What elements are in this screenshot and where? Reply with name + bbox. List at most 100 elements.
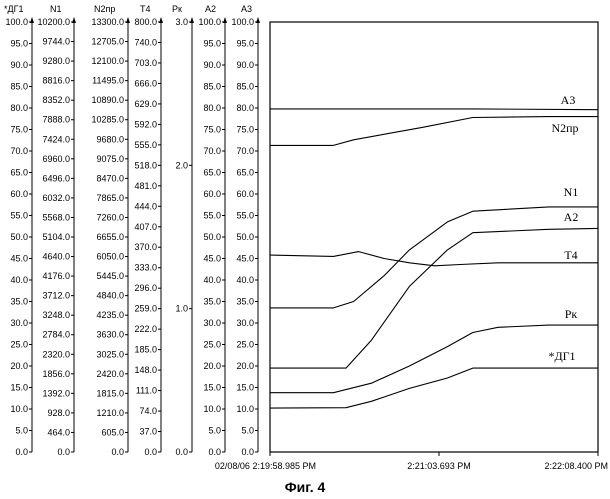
axis-tick-label: 25.0 (236, 340, 254, 350)
axis-tick-label: 40.0 (203, 275, 221, 285)
axis-tick-label: 703.0 (134, 58, 157, 68)
axis-tick-label: 60.0 (10, 189, 28, 199)
axis-tick-label: 13300.0 (91, 17, 124, 27)
axis-tick-label: 1815.0 (96, 388, 124, 398)
x-tick-label: 2:21:03.693 PM (407, 461, 471, 471)
series-line-t4 (269, 251, 598, 267)
axis-tick-label: 90.0 (10, 60, 28, 70)
axis-tick-label: 4640.0 (42, 252, 70, 262)
axis-tick-label: 6032.0 (42, 193, 70, 203)
axis-tick-label: 95.0 (10, 39, 28, 49)
axis-tick-label: 85.0 (10, 82, 28, 92)
axis-tick-label: 5.0 (241, 426, 254, 436)
axis-tick-label: 4176.0 (42, 271, 70, 281)
axis-tick-label: 60.0 (203, 189, 221, 199)
axis-tick-label: 8470.0 (96, 173, 124, 183)
x-axis: 02/08/06 2:19:58.985 PM 2:21:03.693 PM 2:2… (215, 452, 608, 471)
axis-tick-label: 4235.0 (96, 310, 124, 320)
axis-tick-label: 95.0 (203, 39, 221, 49)
axis-tick-label: 7888.0 (42, 115, 70, 125)
axis-tick-label: 9680.0 (96, 134, 124, 144)
axis-tick-label: 1392.0 (42, 388, 70, 398)
series-line-dg1 (269, 367, 598, 409)
axis-tick-label: 2.0 (175, 160, 188, 170)
axis-tick-label: 35.0 (236, 297, 254, 307)
axis-tick-label: 222.0 (134, 324, 157, 334)
axis-tick-label: 20.0 (203, 361, 221, 371)
axis-tick-label: 10890.0 (91, 95, 124, 105)
axis-title-a3: A3 (241, 4, 252, 14)
axis-tick-label: 7865.0 (96, 193, 124, 203)
axis-t4: T4 800.0 740.0 703.0 666.0 629.0 592.0 555.0 518… (134, 4, 163, 457)
axis-tick-label: 50.0 (203, 232, 221, 242)
axis-tick-label: 65.0 (10, 168, 28, 178)
axis-title-a2: A2 (205, 4, 216, 14)
axis-a3: A3 100.0 95.0 90.0 85.0 80.0 75.0 70.0 65.0 60.0 5… (231, 4, 260, 457)
series-label-n1: N1 (564, 185, 579, 199)
axis-tick-label: 3630.0 (96, 330, 124, 340)
axis-tick-label: 0.0 (175, 447, 188, 457)
axis-tick-label: 111.0 (136, 386, 157, 396)
axis-tick-label: 0.0 (111, 447, 124, 457)
axis-tick-label: 7260.0 (96, 212, 124, 222)
axis-tick-label: 6050.0 (96, 252, 124, 262)
axis-tick-label: 605.0 (101, 427, 124, 437)
axis-title-n2pr: N2пр (94, 4, 115, 14)
axis-tick-label: 4840.0 (96, 291, 124, 301)
axis-tick-label: 10200.0 (37, 17, 70, 27)
axis-tick-label: 75.0 (236, 125, 254, 135)
axis-tick-label: 8352.0 (42, 95, 70, 105)
axis-tick-label: 592.0 (134, 119, 157, 129)
axis-tick-label: 95.0 (236, 39, 254, 49)
plot-frame (269, 21, 599, 453)
axis-n1: N1 10200.0 9744.0 9280.0 8816.0 8352.0 7888.0 7… (37, 4, 76, 457)
axis-tick-label: 20.0 (236, 361, 254, 371)
axis-tick-label: 45.0 (203, 254, 221, 264)
series-line-n2pr (270, 116, 598, 146)
axis-tick-label: 2784.0 (42, 330, 70, 340)
axis-pk: Рк 3.0 2.0 1.0 0.0 (172, 4, 194, 457)
axis-tick-label: 0.0 (57, 447, 70, 457)
axis-tick-label: 60.0 (236, 189, 254, 199)
axis-tick-label: 10.0 (236, 404, 254, 414)
axis-tick-label: 70.0 (203, 146, 221, 156)
axis-tick-label: 11495.0 (92, 76, 124, 86)
axis-tick-label: 3.0 (175, 17, 188, 27)
axis-tick-label: 5.0 (15, 426, 28, 436)
axis-tick-label: 85.0 (203, 82, 221, 92)
axis-tick-label: 55.0 (236, 211, 254, 221)
axis-tick-label: 75.0 (203, 125, 221, 135)
series-label-n2pr: N2пр (551, 121, 578, 135)
axis-tick-label: 5.0 (208, 426, 221, 436)
plot-area: A3 N2пр N1 A2 T4 Рк *ДГ1 (269, 21, 599, 453)
axis-tick-label: 9280.0 (42, 56, 70, 66)
axis-tick-label: 0.0 (241, 447, 254, 457)
axis-tick-label: 80.0 (10, 103, 28, 113)
axis-tick-label: 30.0 (10, 318, 28, 328)
axis-tick-label: 25.0 (203, 340, 221, 350)
axis-tick-label: 7424.0 (42, 134, 70, 144)
series-label-pk: Рк (565, 307, 578, 321)
axis-tick-label: 5568.0 (42, 212, 70, 222)
series-label-a2: A2 (564, 210, 579, 224)
series-line-n1 (270, 206, 598, 309)
axis-tick-label: 45.0 (236, 254, 254, 264)
axis-title-pk: Рк (172, 4, 182, 14)
axis-tick-label: 185.0 (134, 345, 157, 355)
axis-tick-label: 2320.0 (42, 349, 70, 359)
axis-tick-label: 100.0 (231, 17, 254, 27)
axis-tick-label: 37.0 (139, 427, 157, 437)
axis-tick-label: 100.0 (198, 17, 221, 27)
axis-tick-label: 90.0 (236, 60, 254, 70)
axis-tick-label: 3025.0 (96, 349, 124, 359)
axis-tick-label: 65.0 (236, 168, 254, 178)
axis-tick-label: 928.0 (47, 408, 70, 418)
y-axes-group: *ДГ1 100.0 95.0 90.0 85.0 80.0 75.0 70.0 65.0 60.… (4, 4, 260, 457)
axis-tick-label: 8816.0 (42, 76, 70, 86)
axis-tick-label: 6655.0 (96, 232, 124, 242)
axis-tick-label: 74.0 (139, 406, 157, 416)
axis-tick-label: 9075.0 (96, 154, 124, 164)
axis-tick-label: 40.0 (10, 275, 28, 285)
series-line-a2 (270, 227, 599, 369)
axis-tick-label: 20.0 (10, 361, 28, 371)
